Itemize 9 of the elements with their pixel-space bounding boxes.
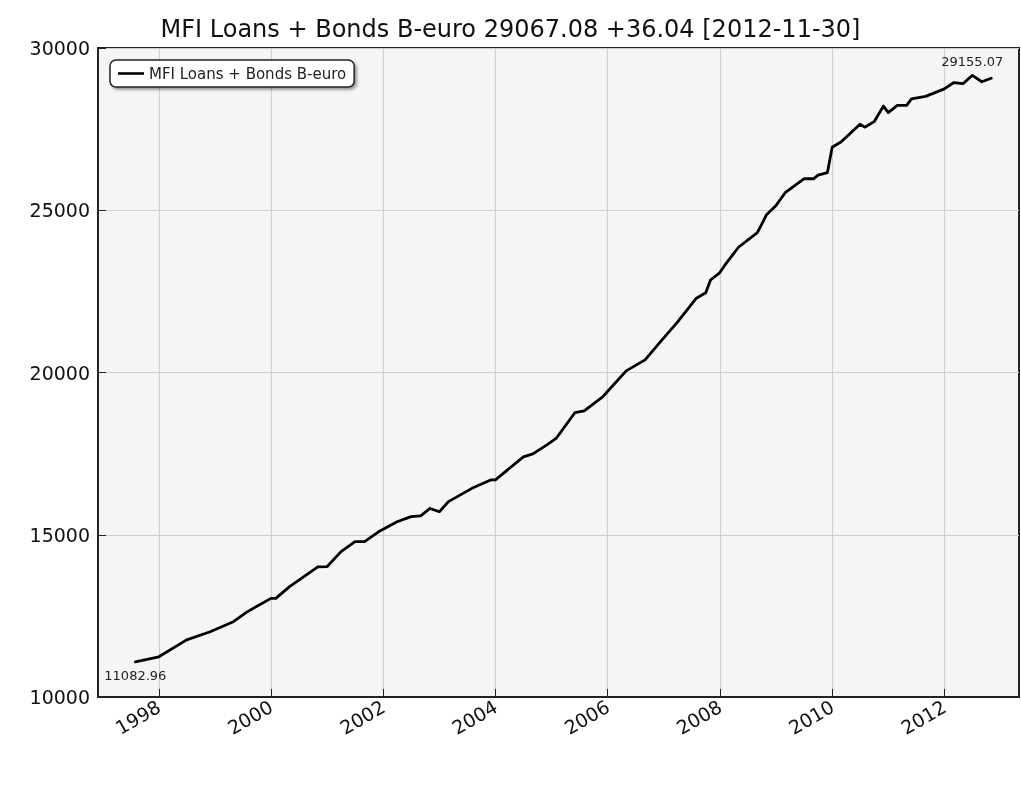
y-tick-label: 15000 xyxy=(29,523,90,546)
annotation: 11082.96 xyxy=(104,667,167,683)
y-tick-label: 20000 xyxy=(29,361,90,384)
legend-label: MFI Loans + Bonds B-euro xyxy=(149,64,347,83)
y-tick-label: 10000 xyxy=(29,686,90,708)
chart-title: MFI Loans + Bonds B-euro 29067.08 +36.04 [2012-11-30] xyxy=(160,15,861,43)
annotation: 29155.07 xyxy=(941,54,1004,70)
y-tick-label: 25000 xyxy=(29,199,90,222)
y-tick-label: 30000 xyxy=(29,37,90,59)
